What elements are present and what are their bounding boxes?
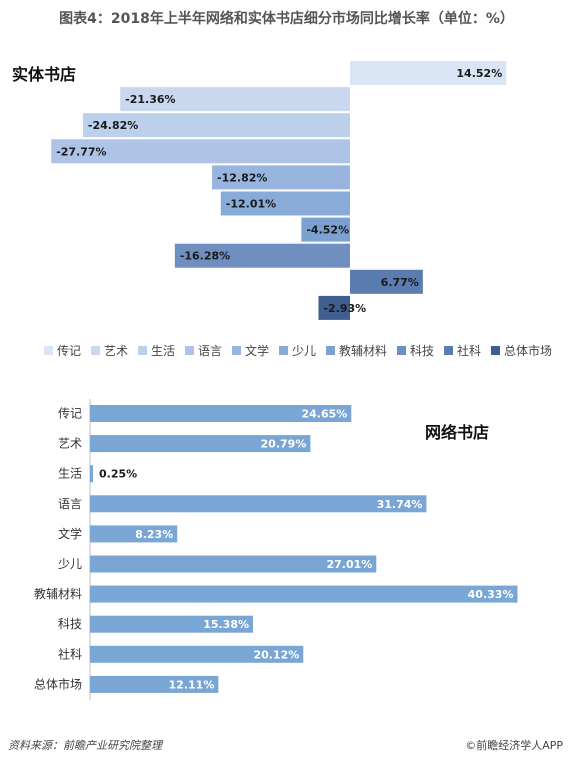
legend-item-8: 社科 [457, 343, 481, 358]
legend-swatch-8 [444, 346, 453, 355]
value-label-online-1: 20.79% [261, 438, 307, 451]
legend-swatch-1 [91, 346, 100, 355]
value-label-online-4: 8.23% [135, 528, 173, 541]
bar-online-2 [90, 465, 93, 483]
bar-physical-2 [82, 113, 350, 138]
bar-online-7 [90, 615, 254, 633]
physical-store-chart: 14.52% -21.36% -24.82% -27.77% -12.82% -12.01… [51, 61, 507, 320]
value-label-online-6: 40.33% [468, 588, 514, 601]
legend-swatch-2 [138, 346, 147, 355]
bar-online-6 [90, 585, 518, 603]
bar-online-0 [90, 405, 352, 422]
value-label-online-8: 20.12% [253, 648, 299, 661]
value-label-physical-2: -24.82% [88, 119, 138, 132]
bar-physical-3 [51, 139, 351, 164]
legend-item-0: 传记 [57, 343, 81, 358]
bar-online-8 [90, 645, 304, 663]
category-label-0: 传记 [58, 406, 82, 421]
legend-swatch-9 [491, 346, 500, 355]
legend-swatch-7 [397, 346, 406, 355]
legend-swatch-6 [326, 346, 335, 355]
bar-online-4 [90, 525, 178, 543]
bar-online-5 [90, 555, 377, 573]
value-label-online-0: 24.65% [301, 408, 347, 421]
value-label-physical-7: -16.28% [180, 250, 230, 263]
legend-item-6: 教辅材料 [339, 343, 387, 358]
legend-item-3: 语言 [198, 344, 222, 358]
legend-item-7: 科技 [410, 344, 434, 358]
bar-online-1 [90, 435, 311, 453]
legend-item-4: 文学 [245, 343, 269, 358]
value-label-physical-3: -27.77% [56, 145, 106, 158]
bar-physical-7 [174, 243, 350, 268]
value-label-online-9: 12.11% [169, 678, 215, 691]
bar-physical-9 [318, 295, 350, 320]
value-label-physical-9: -2.93% [323, 302, 366, 315]
legend-item-1: 艺术 [104, 344, 128, 358]
physical-store-label: 实体书店 [12, 65, 76, 84]
bar-physical-8 [350, 269, 423, 294]
chart-title: 图表4：2018年上半年网络和实体书店细分市场同比增长率（单位：%） [59, 11, 514, 27]
legend-item-2: 生活 [151, 344, 175, 358]
category-label-3: 语言 [58, 497, 82, 511]
legend-swatch-5 [279, 346, 288, 355]
value-label-online-3: 31.74% [377, 498, 423, 511]
legend-item-5: 少儿 [292, 344, 316, 358]
bar-physical-6 [301, 217, 350, 242]
value-label-physical-8: 6.77% [381, 276, 419, 289]
legend-swatch-4 [232, 346, 241, 355]
value-label-physical-6: -4.52% [306, 224, 349, 237]
physical-store-legend: 传记 艺术 生活 语言 文学 少儿 教辅材料 科技 社科 总体市场 [44, 343, 552, 358]
source-note: 资料来源：前瞻产业研究院整理 [8, 739, 162, 752]
category-label-5: 少儿 [58, 557, 82, 571]
bar-physical-5 [220, 191, 350, 216]
value-label-online-5: 27.01% [326, 558, 372, 571]
brand-credit: ©前瞻经济学人APP [465, 739, 563, 752]
category-label-8: 社科 [58, 646, 82, 661]
legend-swatch-0 [44, 346, 53, 355]
value-label-physical-4: -12.82% [217, 171, 267, 184]
bar-online-9 [90, 675, 219, 693]
value-label-physical-1: -21.36% [125, 93, 175, 106]
online-store-chart: 传记 24.65% 艺术 20.79% 生活 0.25% 语言 31.74% 文学 8.23% 少儿… [34, 399, 518, 700]
legend-swatch-3 [185, 346, 194, 355]
bar-physical-1 [120, 87, 350, 112]
category-label-7: 科技 [58, 617, 82, 631]
category-label-4: 文学 [58, 526, 82, 541]
category-label-9: 总体市场 [34, 676, 82, 691]
value-label-physical-5: -12.01% [226, 198, 276, 211]
bar-online-3 [90, 495, 427, 513]
bar-physical-4 [212, 165, 350, 190]
bar-physical-0 [350, 61, 507, 85]
value-label-physical-0: 14.52% [456, 67, 502, 80]
legend-item-9: 总体市场 [504, 343, 552, 358]
online-store-label: 网络书店 [425, 423, 489, 442]
value-label-online-2: 0.25% [99, 468, 137, 481]
category-label-2: 生活 [58, 467, 82, 481]
category-label-1: 艺术 [58, 437, 82, 451]
category-label-6: 教辅材料 [34, 586, 82, 601]
value-label-online-7: 15.38% [203, 618, 249, 631]
